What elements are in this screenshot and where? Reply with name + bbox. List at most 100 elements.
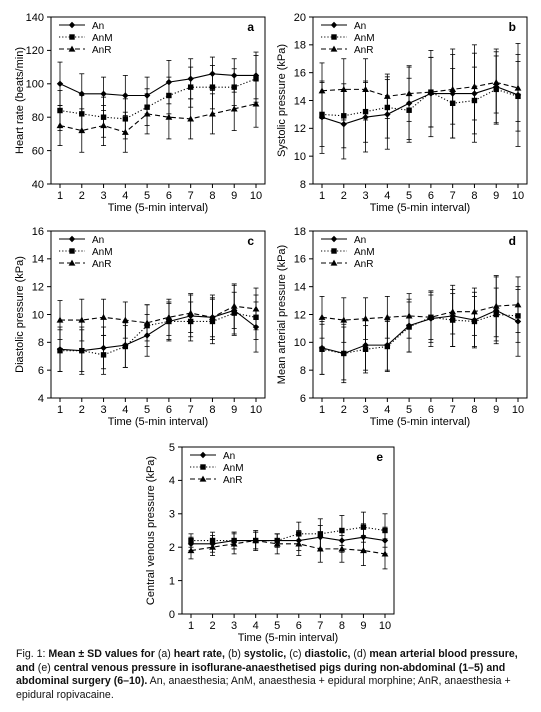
panel-e-series-anr-point xyxy=(187,547,195,554)
caption-tag-a: (a) xyxy=(157,648,171,660)
panel-c-y-tick-label: 12 xyxy=(32,281,44,293)
panel-c-series-anm-line xyxy=(60,312,257,356)
panel-c-x-tick-label: 1 xyxy=(57,404,63,416)
panel-e-y-tick-label: 3 xyxy=(169,509,175,521)
panel-c-series-anm-point xyxy=(100,352,107,358)
panel-c-series-anr-point xyxy=(230,302,238,309)
panel-a-series-anr-point xyxy=(187,115,195,122)
caption-bold-6: central venous pressure in isoflurane-an… xyxy=(16,661,506,688)
panel-a-series-anm-line xyxy=(59,78,257,120)
panel-e-legend-anm-marker xyxy=(200,464,206,470)
panel-b-series-anr-point xyxy=(318,87,326,94)
panel-c-x-tick-label: 8 xyxy=(209,404,215,416)
panel-e-x-tick-label: 5 xyxy=(274,620,280,632)
panel-b-series-anr-point xyxy=(340,85,348,92)
panel-c-x-tick-label: 5 xyxy=(144,404,150,416)
panel-b-series-an-line xyxy=(321,86,519,125)
panel-e-x-tick-label: 10 xyxy=(379,620,391,632)
panel-b-legend-anm-marker xyxy=(331,34,337,40)
panel-a-x-tick-label: 10 xyxy=(250,190,262,202)
panel-e-x-tick-label: 1 xyxy=(188,620,194,632)
panel-e-y-tick-label: 2 xyxy=(169,542,175,554)
panel-d-x-tick-label: 7 xyxy=(450,404,456,416)
panel-d-series-anr-point xyxy=(471,308,478,315)
panel-b-series-anr-point xyxy=(427,88,435,95)
panel-b-x-tick-label: 7 xyxy=(450,190,456,202)
caption-bold-5: mean arterial blood pressure, and xyxy=(16,648,518,674)
panel-b-x-tick-label: 1 xyxy=(319,190,325,202)
panel-c-series-anm-point xyxy=(57,347,63,354)
panel-c-x-tick-label: 2 xyxy=(79,404,85,416)
panel-c-y-tick-label: 10 xyxy=(32,309,44,321)
panel-c-y-tick-label: 8 xyxy=(38,337,44,349)
panel-d-series-anr-point xyxy=(492,302,500,309)
panel-c-x-tick-label: 10 xyxy=(250,404,262,416)
panel-d-series-anr-point xyxy=(449,308,457,315)
panel-c-series-anr-point xyxy=(56,316,64,323)
panel-c-series-anr-point xyxy=(100,313,107,320)
panel-b-x-tick-label: 5 xyxy=(406,190,412,202)
panel-e-plot-frame xyxy=(181,446,395,615)
panel-c-legend-anr-marker xyxy=(68,259,76,266)
panel-d-y-tick-label: 8 xyxy=(300,365,306,377)
panel-e-y-axis-label: Central venous pressure (kPa) xyxy=(145,456,157,605)
panel-a-x-tick-label: 6 xyxy=(166,190,172,202)
panel-b-series-anr-point xyxy=(362,85,369,92)
panel-e-y-tick-label: 1 xyxy=(169,575,175,587)
panel-b-x-tick-label: 4 xyxy=(384,190,390,202)
panel-d-legend-an-marker xyxy=(330,235,338,243)
panel-d-series-anr-line xyxy=(321,304,519,321)
panel-c-y-tick-label: 14 xyxy=(32,254,44,266)
panel-a-plot-frame xyxy=(50,16,266,185)
panel-d-x-tick-label: 10 xyxy=(512,404,524,416)
panel-c-x-tick-label: 3 xyxy=(100,404,106,416)
panel-e-x-tick-label: 9 xyxy=(360,620,366,632)
panel-e-x-tick-label: 8 xyxy=(339,620,345,632)
panel-c-legend-anm-label: AnM xyxy=(92,247,113,258)
panel-a-y-tick-label: 140 xyxy=(26,12,44,24)
panel-a-legend-anm-marker xyxy=(69,34,75,40)
panel-a-x-tick-label: 1 xyxy=(57,190,63,202)
panel-a-series-anr-line xyxy=(59,103,257,133)
panel-b-x-tick-label: 9 xyxy=(493,190,499,202)
panel-a-legend-anm-label: AnM xyxy=(92,33,113,44)
panel-b-series-anr-line xyxy=(321,81,519,97)
panel-a-x-tick-label: 8 xyxy=(209,190,215,202)
caption-tag-e: (e) xyxy=(37,661,51,674)
panel-e-letter: e xyxy=(376,450,383,464)
panel-c-letter: c xyxy=(247,234,254,248)
panel-a-series-anm-point xyxy=(253,76,259,82)
panel-b-series-anr-point xyxy=(383,92,391,99)
caption-tail: An, anaesthesia; AnM, anaesthesia + epid… xyxy=(16,675,511,701)
panel-e-legend-an-marker xyxy=(199,451,207,459)
panel-b-legend-anm-label: AnM xyxy=(354,33,375,44)
panel-e-series-anr-point xyxy=(230,540,238,547)
caption-fig-label: Fig. 1: xyxy=(16,648,46,660)
panel-c-x-tick-label: 9 xyxy=(231,404,237,416)
panel-e-x-tick-label: 6 xyxy=(296,620,302,632)
panel-b-series-anr-point xyxy=(449,85,457,92)
panel-a-legend-anr-marker xyxy=(68,45,76,52)
panel-e-series-anr-point xyxy=(338,545,346,552)
panel-c-series-anr-point xyxy=(143,319,151,326)
panel-b-y-tick-label: 10 xyxy=(294,151,306,163)
panel-d-y-tick-label: 10 xyxy=(294,337,306,349)
panel-d-x-tick-label: 8 xyxy=(471,404,477,416)
panel-a-series-anm-point xyxy=(209,84,216,90)
panel-e-series-anr-point xyxy=(273,540,281,547)
panel-d-x-tick-label: 2 xyxy=(341,404,347,416)
panel-e-series-anm-point xyxy=(317,531,324,537)
panel-d-series-anr-point xyxy=(405,312,413,319)
panel-b-x-tick-label: 10 xyxy=(512,190,524,202)
panel-d-legend-anm-marker xyxy=(331,248,337,254)
panel-d-series-anr-point xyxy=(340,316,348,323)
panel-a-legend-an-label: An xyxy=(92,21,104,32)
panel-e-series-anm-point xyxy=(339,527,345,534)
panel-c-series-anr-point xyxy=(165,313,173,320)
panel-c-series-anr-point xyxy=(187,309,195,316)
panel-d-x-tick-label: 4 xyxy=(384,404,390,416)
panel-a-series-an-line xyxy=(59,73,256,97)
panel-a-legend-an-marker xyxy=(68,21,76,29)
panel-c-x-axis-label: Time (5-min interval) xyxy=(108,416,208,428)
panel-d-y-axis-label: Mean arterial pressure (kPa) xyxy=(276,245,288,384)
